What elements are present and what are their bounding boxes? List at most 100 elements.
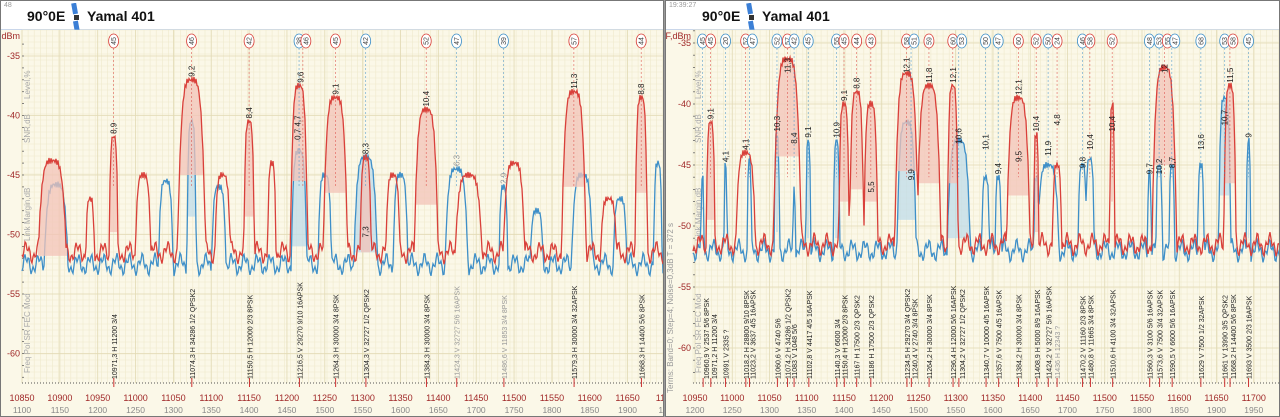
snr-label: 7,3 (362, 226, 371, 238)
channel-label: 11480,8 V 11665 3/4 8PSK (1088, 295, 1095, 379)
snr-label: 9,9 (907, 169, 916, 181)
carrier-marker (1051, 33, 1063, 49)
snr-label: 9,7 (1145, 163, 1154, 175)
carrier-marker (771, 33, 783, 49)
snr-label: 4,1 (742, 138, 751, 150)
x-tick-if: 1600 (984, 405, 1003, 415)
x-tick-if: 1150 (51, 405, 70, 415)
carrier-marker (992, 33, 1004, 49)
x-tick-rf: 11250 (313, 393, 337, 403)
snr-label: 6,3 (453, 154, 462, 166)
snr-label: 11,3 (783, 57, 792, 73)
x-tick-if: 1300 (164, 405, 183, 415)
carrier-marker-label: 45 (708, 37, 715, 45)
axis-side-label: Freq Pol SR FEC Mod (23, 293, 32, 373)
carrier-marker-label: 20 (723, 37, 730, 45)
carrier-marker-label: 53 (959, 37, 966, 45)
x-tick-if: 1650 (429, 405, 448, 415)
channel-label: 10960,9 V 2537 5/6 8PSK (704, 298, 711, 379)
carrier-marker-label: 52 (1110, 37, 1117, 45)
terms-label: Terms: Band=0; Step=4; Noise=0,3dB T = 3… (666, 222, 675, 393)
x-tick-if: 1500 (909, 405, 928, 415)
snr-label: 10,9 (833, 121, 842, 137)
snr-label: 10,4 (1032, 115, 1041, 131)
carrier-marker-label: 47 (750, 37, 757, 45)
channel-label: 11296,4 H 12000 5/6 16APSK (951, 285, 958, 379)
axis-side-label: Link Margin,dB (23, 188, 32, 241)
channel-label: 11661 V 13990 3/5 QPSK2 (1223, 295, 1230, 379)
carrier-marker-label: 45 (842, 37, 849, 45)
channel-label: 11023,2 V 3637 4/5 16APSK (751, 290, 758, 379)
x-tick-rf: 11150 (237, 393, 261, 403)
carrier-marker-label: 47 (454, 37, 461, 45)
carrier-marker (186, 33, 197, 49)
y-tick-label: -40 (678, 99, 691, 109)
x-tick-if: 1950 (1244, 405, 1263, 415)
x-tick-if: 1350 (797, 405, 816, 415)
channel-label: 11629 V 7500 1/2 32APSK (1199, 296, 1206, 379)
x-tick-if: 1700 (1058, 405, 1077, 415)
carrier-marker-label: 42 (363, 37, 370, 45)
y-tick-label: -45 (7, 170, 20, 180)
carrier-marker-label: 42 (792, 37, 799, 45)
snr-label: 10,6 (955, 128, 964, 144)
carrier-marker (720, 33, 731, 49)
x-tick-if: 1550 (353, 405, 372, 415)
carrier-marker (1243, 33, 1254, 49)
carrier-marker-label: 60 (1016, 37, 1023, 45)
v-pol-trace (21, 117, 663, 278)
orbital-position: 90°0E (702, 8, 741, 24)
carrier-marker (1227, 33, 1239, 49)
snr-label: 8,9 (110, 122, 119, 134)
carrier-marker-label: 52 (774, 37, 781, 45)
carrier-marker (568, 33, 580, 49)
h-carrier-fill (636, 95, 646, 193)
channel-label: 11579,3 H 30000 3/4 32APSK (572, 285, 579, 379)
y-tick-label: -50 (678, 221, 691, 231)
satellite-name: Yamal 401 (762, 8, 830, 24)
y-tick-label: -35 (678, 38, 691, 48)
spectrum-chart[interactable]: -35 -40 -45 -50 -55 -60 RF,dBm Level,% SNR,dB Lin… (666, 1, 1280, 417)
timestamp: 19:39:27 (669, 2, 697, 9)
snr-label: 9,6 (297, 71, 306, 83)
carrier-marker (498, 33, 509, 49)
snr-label: 11,9 (1044, 140, 1053, 156)
h-carrier-fill (840, 101, 848, 202)
carrier-marker-label: 50 (1046, 37, 1053, 45)
x-tick-rf: 11600 (578, 393, 602, 403)
channel-label: 11216,5 V 29270 9/10 16APSK (297, 282, 304, 379)
snr-label: 9,1 (331, 83, 340, 95)
x-tick-rf: 11050 (161, 393, 185, 403)
y-axis-unit: ,dBm (1, 31, 20, 41)
carrier-marker-label: 52 (743, 37, 750, 45)
channel-label: 10971,3 H 11200 3/4 (112, 314, 119, 379)
snr-label: 11,3 (570, 73, 579, 89)
carrier-marker (865, 33, 877, 49)
snr-label: 4,8 (1053, 114, 1062, 126)
carrier-marker-label: 42 (247, 37, 254, 45)
satellite-name: Yamal 401 (87, 8, 155, 24)
carrier-marker-label: 52 (1034, 37, 1041, 45)
satellite-icon (71, 3, 80, 33)
h-carrier-fill (563, 89, 585, 187)
carrier-marker-label: 55 (834, 37, 841, 45)
x-tick-rf: 11550 (540, 393, 564, 403)
timestamp: 48 (4, 2, 12, 9)
carrier-marker (980, 33, 991, 49)
h-carrier-fill (38, 158, 67, 256)
snr-label: 9,8 (1078, 156, 1087, 168)
channel-label: 11140,3 V 6600 3/4 (835, 319, 842, 379)
carrier-marker (788, 33, 800, 49)
snr-label: 12,1 (949, 67, 958, 83)
channel-label: 11264,3 H 30000 3/4 8PSK (334, 294, 341, 379)
carrier-marker-label: 46 (303, 37, 310, 45)
spectrum-chart[interactable]: -35 -40 -45 -50 -55 -60 ,dBm Level,% SNR,dB Link … (1, 1, 664, 417)
x-tick-rf: 11000 (123, 393, 147, 403)
y-tick-label: -45 (678, 160, 691, 170)
channel-label: 11304,2 V 32727 1/2 QPSK2 (960, 289, 967, 379)
snr-label: 8,8 (853, 77, 862, 89)
y-tick-label: -50 (7, 230, 20, 240)
x-tick-rf: 11500 (502, 393, 526, 403)
x-tick-rf: 11450 (464, 393, 488, 403)
channel-label: 11150,5 H 12000 2/3 8PSK (247, 294, 254, 379)
